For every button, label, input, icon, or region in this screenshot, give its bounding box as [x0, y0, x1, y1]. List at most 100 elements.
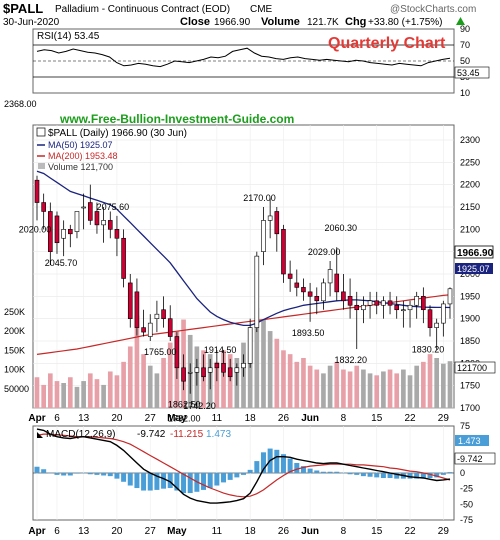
- volume-bar: [294, 361, 300, 408]
- macd-tick-label: -50: [460, 499, 473, 509]
- macd-hist-bar: [300, 466, 306, 473]
- volume-bar: [434, 358, 440, 408]
- rsi-tick-label: 70: [460, 40, 470, 50]
- volume-bar: [301, 358, 306, 408]
- candle: [121, 229, 126, 288]
- macd-signal: -11.215: [170, 429, 204, 440]
- candle-body: [447, 288, 453, 305]
- macd-hist-bar: [114, 473, 120, 479]
- candle: [354, 291, 360, 350]
- macd-hist-bar: [447, 472, 453, 473]
- macd-hist-bar: [94, 473, 100, 475]
- candle: [394, 296, 400, 319]
- x-tick-label: 18: [245, 413, 257, 424]
- macd-hist-bar: [260, 452, 266, 473]
- volume-bar: [447, 361, 453, 408]
- candle-body: [54, 215, 60, 244]
- candle: [101, 207, 106, 243]
- volume-bar: [361, 369, 366, 408]
- macd-hist-bar: [354, 473, 360, 475]
- macd-hist-bar: [420, 473, 426, 479]
- macd-hist-bar: [434, 473, 440, 478]
- candle: [201, 354, 206, 382]
- macd-hist-bar: [34, 466, 40, 473]
- volume-tick-label: 100K: [4, 365, 25, 375]
- x-tick-label: 8: [341, 413, 347, 424]
- candle: [334, 247, 340, 301]
- candle-body: [341, 291, 346, 302]
- volume-bar: [114, 375, 120, 408]
- volume-bar: [401, 369, 406, 408]
- macd-hist-bar: [274, 449, 280, 473]
- macd-hist-bar: [327, 471, 333, 473]
- volume-bar: [47, 373, 53, 408]
- volume-label: Volume: [261, 16, 300, 28]
- macd-hist-bar: [54, 473, 60, 475]
- candle: [107, 211, 113, 239]
- x-tick-label: 15: [371, 413, 383, 424]
- price-annotation: 1893.50: [292, 328, 325, 338]
- candle: [207, 358, 213, 390]
- candle: [48, 202, 53, 266]
- candle-body: [254, 255, 260, 328]
- candle-body: [41, 202, 46, 212]
- volume-tick-label: 50000: [4, 384, 29, 394]
- candle-body: [247, 327, 253, 364]
- volume-bar: [141, 354, 146, 408]
- candle: [301, 278, 306, 301]
- candle-body: [387, 300, 393, 306]
- candle-body: [294, 282, 300, 288]
- candle: [401, 300, 406, 328]
- candle-body: [367, 300, 373, 306]
- candle: [341, 274, 346, 310]
- candle-body: [347, 296, 353, 306]
- pre-label: 2368.00: [4, 99, 37, 109]
- macd-hist-bar: [81, 473, 87, 474]
- candle: [441, 300, 446, 337]
- volume-bar: [34, 377, 40, 408]
- candle: [68, 224, 73, 248]
- candle: [194, 358, 200, 386]
- volume-bar: [394, 373, 400, 408]
- candle: [287, 260, 293, 292]
- x-tick-label: 13: [78, 526, 90, 537]
- candle: [387, 291, 393, 315]
- x-tick-label: Jun: [301, 413, 319, 424]
- price-annotation: 1732.00: [168, 414, 201, 424]
- rsi-line: [36, 47, 451, 68]
- candle-body: [107, 220, 113, 230]
- macd-hist-bar: [107, 473, 113, 477]
- macd-hist-bar: [187, 473, 193, 494]
- rsi-tick-label: 50: [460, 56, 470, 66]
- price-tick-label: 2250: [460, 157, 480, 167]
- volume-bar: [327, 365, 333, 408]
- volume-value: 121.7K: [307, 17, 339, 28]
- macd-hist-tag: 1.473: [455, 435, 489, 446]
- candle: [367, 291, 373, 319]
- volume-bar: [321, 373, 326, 408]
- macd-hist-bar: [394, 473, 400, 479]
- price-tick-label: 1900: [460, 314, 480, 324]
- price-annotation: 2045.70: [45, 258, 78, 268]
- volume-bar: [94, 379, 100, 408]
- x-tick-label: 6: [54, 526, 60, 537]
- macd-hist-bar: [214, 473, 220, 486]
- candle-body: [181, 367, 186, 382]
- macd-hist-bar: [101, 473, 107, 476]
- candlesticks: [34, 175, 453, 394]
- macd-hist-bar: [147, 473, 153, 491]
- x-tick-label: May: [167, 413, 187, 424]
- candle: [261, 207, 266, 266]
- candle-body: [127, 282, 133, 319]
- volume-bar: [134, 315, 140, 408]
- macd-hist-bar: [221, 473, 227, 483]
- candle-body: [241, 363, 246, 369]
- x-tick-label: 27: [145, 413, 157, 424]
- candle-body: [207, 367, 213, 373]
- candle: [307, 282, 313, 322]
- volume-tick-label: 250K: [4, 307, 25, 317]
- price-current-tag: 1966.90: [454, 245, 494, 259]
- volume-bar: [367, 373, 373, 408]
- macd-tick-label: -25: [460, 484, 473, 494]
